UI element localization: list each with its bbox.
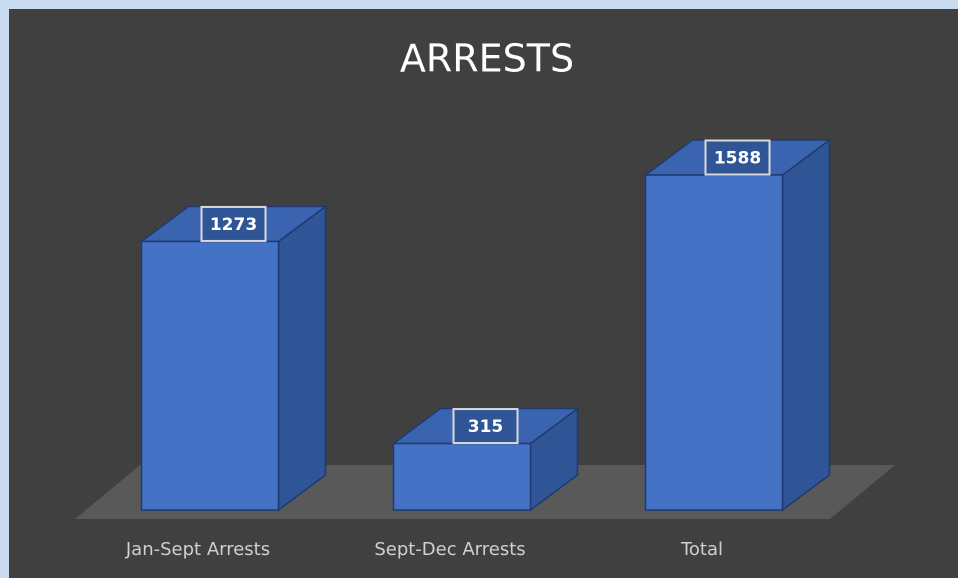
data-label: 1273 <box>210 215 257 235</box>
data-label: 1588 <box>714 149 761 169</box>
x-tick-label: Total <box>680 539 723 560</box>
bar <box>644 174 784 511</box>
data-label: 315 <box>468 417 504 437</box>
data-label-box <box>704 139 771 176</box>
chart-title: ARRESTS <box>400 37 574 81</box>
bar <box>140 240 280 511</box>
bar-side <box>277 204 327 512</box>
x-tick-label: Sept-Dec Arrests <box>374 539 525 560</box>
data-label-box <box>200 205 267 242</box>
bar-side <box>781 138 831 512</box>
data-label-box <box>452 408 519 445</box>
x-tick-label: Jan-Sept Arrests <box>125 539 270 560</box>
bar <box>392 442 532 511</box>
